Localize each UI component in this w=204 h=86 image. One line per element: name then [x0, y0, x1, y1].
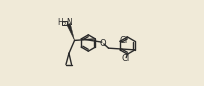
Text: H$_2$N: H$_2$N: [57, 17, 73, 29]
Text: O: O: [99, 39, 105, 47]
Polygon shape: [67, 23, 74, 40]
Text: Cl: Cl: [121, 54, 129, 63]
Text: Cl: Cl: [119, 36, 127, 45]
